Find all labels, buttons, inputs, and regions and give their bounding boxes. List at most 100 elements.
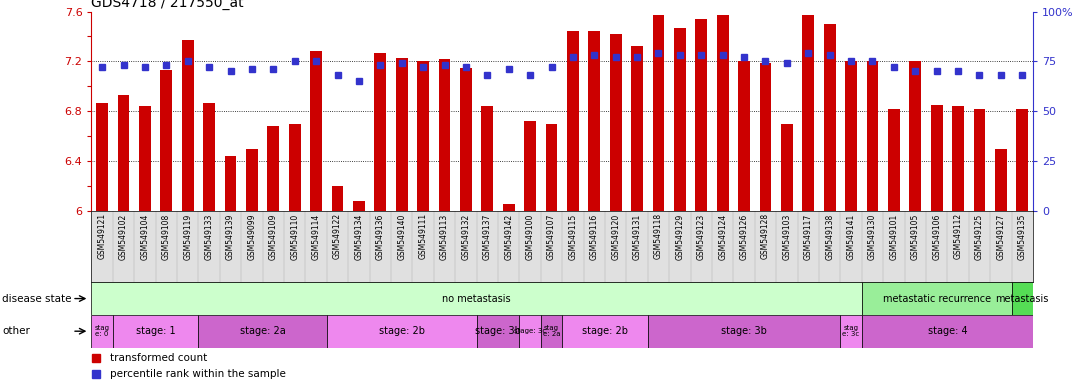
- Bar: [396, 58, 408, 211]
- Text: GSM549120: GSM549120: [611, 214, 620, 260]
- Text: GDS4718 / 217550_at: GDS4718 / 217550_at: [91, 0, 244, 10]
- Text: GSM549122: GSM549122: [334, 214, 342, 260]
- Text: stag
e: 2a: stag e: 2a: [542, 325, 561, 337]
- Text: GSM549140: GSM549140: [397, 214, 407, 260]
- Text: GSM549118: GSM549118: [654, 214, 663, 260]
- Bar: [182, 40, 194, 211]
- Text: GSM549125: GSM549125: [975, 214, 983, 260]
- Bar: [781, 124, 793, 211]
- Text: GSM549121: GSM549121: [98, 214, 107, 260]
- Text: GSM549116: GSM549116: [590, 214, 599, 260]
- Bar: [246, 149, 258, 211]
- Bar: [824, 24, 836, 211]
- Bar: [117, 95, 129, 211]
- Text: GSM549131: GSM549131: [633, 214, 641, 260]
- Text: stage: 2b: stage: 2b: [582, 326, 628, 336]
- Text: GSM549115: GSM549115: [568, 214, 578, 260]
- Text: disease state: disease state: [2, 293, 72, 304]
- Bar: [760, 63, 771, 211]
- Bar: [353, 201, 365, 211]
- Bar: [113, 315, 198, 348]
- Bar: [203, 103, 215, 211]
- Bar: [160, 70, 172, 211]
- Bar: [477, 315, 520, 348]
- Bar: [674, 28, 685, 211]
- Bar: [695, 19, 707, 211]
- Text: GSM549128: GSM549128: [761, 214, 770, 260]
- Text: GSM549106: GSM549106: [932, 214, 942, 260]
- Bar: [952, 106, 964, 211]
- Bar: [562, 315, 648, 348]
- Bar: [845, 61, 856, 211]
- Bar: [96, 103, 108, 211]
- Bar: [738, 61, 750, 211]
- Bar: [439, 59, 451, 211]
- Bar: [139, 106, 151, 211]
- Bar: [931, 105, 943, 211]
- Text: GSM549132: GSM549132: [462, 214, 470, 260]
- Bar: [331, 186, 343, 211]
- Text: GSM549130: GSM549130: [868, 214, 877, 260]
- Bar: [840, 315, 862, 348]
- Text: GSM549137: GSM549137: [483, 214, 492, 260]
- Bar: [1017, 109, 1029, 211]
- Text: GSM549109: GSM549109: [269, 214, 278, 260]
- Text: stag
e: 3c: stag e: 3c: [843, 325, 860, 337]
- Text: GSM549117: GSM549117: [804, 214, 812, 260]
- Bar: [198, 315, 327, 348]
- Text: GSM549102: GSM549102: [119, 214, 128, 260]
- Bar: [461, 68, 471, 211]
- Bar: [417, 61, 429, 211]
- Bar: [481, 106, 493, 211]
- Bar: [866, 61, 878, 211]
- Bar: [225, 156, 237, 211]
- Text: GSM549135: GSM549135: [1018, 214, 1027, 260]
- Text: GSM549101: GSM549101: [890, 214, 898, 260]
- Bar: [268, 126, 280, 211]
- Bar: [589, 31, 600, 211]
- Text: stage: 3b: stage: 3b: [476, 326, 521, 336]
- Bar: [909, 61, 921, 211]
- Text: stage: 2b: stage: 2b: [379, 326, 425, 336]
- Text: GSM549104: GSM549104: [141, 214, 150, 260]
- Bar: [888, 109, 900, 211]
- Text: GSM549126: GSM549126: [739, 214, 749, 260]
- Text: stage: 1: stage: 1: [136, 326, 175, 336]
- Bar: [610, 34, 622, 211]
- Text: GSM549100: GSM549100: [525, 214, 535, 260]
- Text: GSM549134: GSM549134: [354, 214, 364, 260]
- Text: GSM549141: GSM549141: [847, 214, 855, 260]
- Bar: [648, 315, 840, 348]
- Text: percentile rank within the sample: percentile rank within the sample: [111, 369, 286, 379]
- Text: transformed count: transformed count: [111, 353, 208, 363]
- Bar: [862, 315, 1033, 348]
- Bar: [995, 149, 1007, 211]
- Bar: [632, 46, 643, 211]
- Bar: [310, 51, 322, 211]
- Text: GSM549139: GSM549139: [226, 214, 235, 260]
- Bar: [862, 282, 1011, 315]
- Bar: [803, 15, 815, 211]
- Text: GSM549103: GSM549103: [782, 214, 791, 260]
- Text: GSM549136: GSM549136: [376, 214, 385, 260]
- Text: GSM549142: GSM549142: [505, 214, 513, 260]
- Bar: [520, 315, 541, 348]
- Text: GSM549138: GSM549138: [825, 214, 834, 260]
- Text: metastatic recurrence: metastatic recurrence: [882, 293, 991, 304]
- Bar: [327, 315, 477, 348]
- Bar: [546, 124, 557, 211]
- Text: GSM549108: GSM549108: [161, 214, 171, 260]
- Bar: [524, 121, 536, 211]
- Text: GSM549114: GSM549114: [312, 214, 321, 260]
- Text: GSM549113: GSM549113: [440, 214, 449, 260]
- Text: GSM549105: GSM549105: [910, 214, 920, 260]
- Bar: [91, 282, 862, 315]
- Text: stage: 2a: stage: 2a: [240, 326, 285, 336]
- Text: stage: 4: stage: 4: [928, 326, 967, 336]
- Text: GSM549119: GSM549119: [183, 214, 193, 260]
- Text: GSM549127: GSM549127: [996, 214, 1005, 260]
- Bar: [567, 31, 579, 211]
- Text: GSM549112: GSM549112: [953, 214, 963, 260]
- Text: GSM549123: GSM549123: [697, 214, 706, 260]
- Bar: [717, 15, 728, 211]
